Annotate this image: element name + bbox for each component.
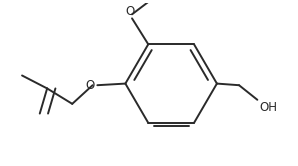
Text: O: O xyxy=(125,4,134,18)
Text: OH: OH xyxy=(260,101,278,114)
Text: O: O xyxy=(86,79,95,92)
